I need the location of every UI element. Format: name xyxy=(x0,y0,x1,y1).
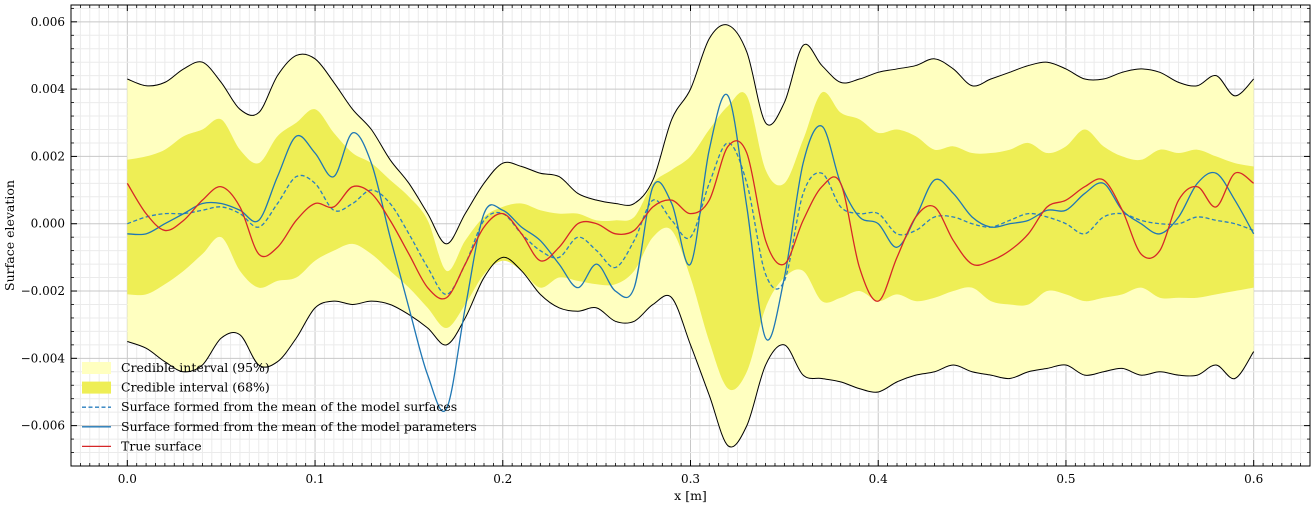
series-true-surface xyxy=(126,140,1255,302)
legend-item-95: Credible interval (95%) xyxy=(82,360,270,375)
y-tick-label: 0.004 xyxy=(31,82,66,96)
x-tick-label: 0.5 xyxy=(1056,472,1075,486)
x-tick-label: 0.2 xyxy=(493,472,512,486)
x-tick-label: 0.4 xyxy=(869,472,888,486)
series-mean-surfaces xyxy=(127,142,1254,296)
axis-ticks: 0.0 0.1 0.2 0.3 0.4 0.5 0.6 −0.006 −0.004 −0.002 0… xyxy=(21,5,1311,486)
credible-bands xyxy=(127,24,1255,448)
legend-label: Credible interval (68%) xyxy=(121,380,270,395)
legend-label: True surface xyxy=(121,438,202,453)
y-axis-label: Surface elevation xyxy=(2,180,17,291)
legend: Credible interval (95%) Credible interval… xyxy=(82,360,477,453)
series-mean-parameters xyxy=(127,93,1255,412)
legend-label: Surface formed from the mean of the mode… xyxy=(121,419,477,434)
y-tick-label: −0.006 xyxy=(21,419,65,433)
band-95-lower-edge xyxy=(127,256,1255,448)
legend-swatch xyxy=(82,381,111,394)
band-95-upper-edge xyxy=(127,24,1255,245)
legend-label: Surface formed from the mean of the mode… xyxy=(121,399,457,414)
legend-item-mean-surfaces: Surface formed from the mean of the mode… xyxy=(82,399,457,414)
band-68 xyxy=(127,91,1254,391)
x-tick-label: 0.6 xyxy=(1244,472,1263,486)
legend-item-mean-parameters: Surface formed from the mean of the mode… xyxy=(82,419,477,434)
legend-item-68: Credible interval (68%) xyxy=(82,380,270,395)
y-tick-label: −0.002 xyxy=(21,284,65,298)
x-axis-label: x [m] xyxy=(674,488,707,503)
legend-swatch xyxy=(82,362,111,374)
y-tick-label: −0.004 xyxy=(21,351,66,365)
y-tick-label: 0.000 xyxy=(31,217,65,231)
x-tick-label: 0.3 xyxy=(681,472,700,486)
x-tick-label: 0.1 xyxy=(305,472,324,486)
legend-label: Credible interval (95%) xyxy=(121,360,270,375)
series-lines xyxy=(126,93,1255,412)
legend-item-true-surface: True surface xyxy=(82,438,202,453)
x-tick-label: 0.0 xyxy=(118,472,137,486)
y-tick-label: 0.002 xyxy=(31,149,65,163)
y-tick-label: 0.006 xyxy=(31,15,65,29)
